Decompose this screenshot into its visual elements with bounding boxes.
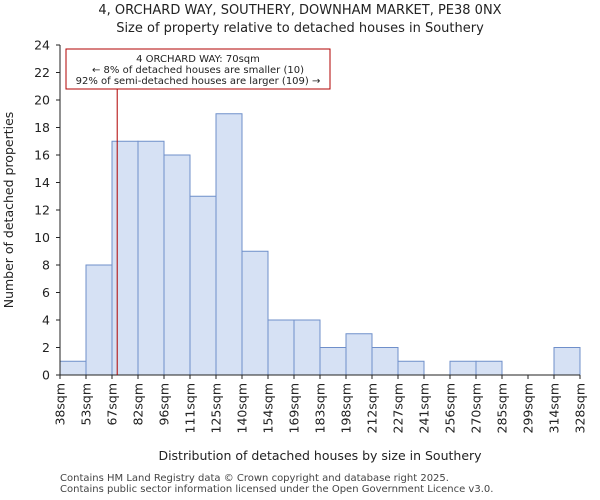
y-tick-label: 8 [42, 258, 50, 273]
y-tick-label: 20 [34, 93, 50, 108]
y-tick-label: 24 [34, 38, 50, 53]
bar-53sqm [85, 264, 113, 376]
bar-67sqm [111, 140, 139, 376]
annotation-line-3: 92% of semi-detached houses are larger (… [76, 76, 321, 87]
x-axis: 38sqm 53sqm 67sqm 82sqm 96sqm 111sqm 125sqm 140… [53, 374, 588, 433]
y-tick-label: 18 [34, 120, 50, 135]
y-tick-label: 16 [34, 148, 50, 163]
x-tick-label: 96sqm [157, 383, 172, 426]
y-tick-label: 14 [34, 175, 50, 190]
x-tick-label: 198sqm [339, 383, 354, 433]
bar-125sqm [215, 113, 243, 376]
y-tick-label: 6 [42, 285, 50, 300]
x-axis-label: Distribution of detached houses by size … [158, 448, 482, 463]
chart-title-address: 4, ORCHARD WAY, SOUTHERY, DOWNHAM MARKET… [98, 3, 502, 18]
y-tick-label: 4 [42, 313, 50, 328]
bar-256sqm [449, 360, 477, 376]
bar-314sqm [553, 347, 581, 376]
footer-licence: Contains public sector information licen… [60, 484, 494, 495]
bar-140sqm [241, 250, 269, 376]
y-tick-label: 0 [42, 368, 50, 383]
bar-270sqm [475, 360, 503, 376]
x-tick-label: 241sqm [417, 383, 432, 433]
x-tick-label: 314sqm [547, 383, 562, 433]
footer-copyright: Contains HM Land Registry data © Crown c… [60, 473, 449, 484]
x-tick-label: 82sqm [131, 383, 146, 426]
x-tick-label: 227sqm [391, 383, 406, 433]
x-tick-label: 38sqm [53, 383, 68, 426]
x-tick-label: 169sqm [287, 383, 302, 433]
bar-38sqm [59, 360, 87, 376]
bar-227sqm [397, 360, 425, 376]
annotation-line-2: ← 8% of detached houses are smaller (10) [92, 65, 304, 76]
x-tick-label: 111sqm [183, 383, 198, 433]
bars-group [59, 113, 581, 376]
x-tick-label: 154sqm [261, 383, 276, 433]
x-tick-label: 256sqm [443, 383, 458, 433]
x-tick-label: 299sqm [521, 383, 536, 433]
y-tick-label: 22 [34, 65, 50, 80]
chart-title: Size of property relative to detached ho… [116, 21, 484, 36]
x-tick-label: 270sqm [469, 383, 484, 433]
bar-169sqm [293, 319, 321, 376]
annotation-line-1: 4 ORCHARD WAY: 70sqm [136, 54, 260, 65]
bar-154sqm [267, 319, 295, 376]
bar-82sqm [137, 140, 165, 376]
x-tick-label: 285sqm [495, 383, 510, 433]
bar-96sqm [163, 154, 191, 376]
x-tick-label: 125sqm [209, 383, 224, 433]
x-tick-label: 53sqm [79, 383, 94, 426]
y-tick-label: 10 [34, 230, 50, 245]
x-tick-label: 212sqm [365, 383, 380, 433]
bar-183sqm [319, 347, 347, 376]
bar-212sqm [371, 347, 399, 376]
x-tick-label: 140sqm [235, 383, 250, 433]
x-tick-label: 67sqm [105, 383, 120, 426]
bar-198sqm [345, 333, 373, 376]
x-tick-label: 328sqm [573, 383, 588, 433]
y-axis-label: Number of detached properties [1, 112, 16, 309]
annotation-box: 4 ORCHARD WAY: 70sqm ← 8% of detached ho… [65, 48, 331, 90]
bar-111sqm [189, 195, 217, 376]
annotation-border [65, 48, 331, 90]
y-tick-label: 12 [34, 203, 50, 218]
y-tick-label: 2 [42, 340, 50, 355]
x-tick-label: 183sqm [313, 383, 328, 433]
